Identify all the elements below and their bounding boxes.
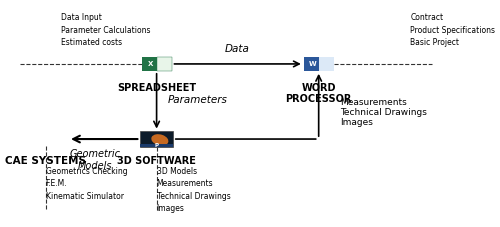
FancyBboxPatch shape (142, 57, 172, 71)
Text: Contract
Product Specifications
Basic Project: Contract Product Specifications Basic Pr… (410, 13, 496, 47)
Text: X: X (148, 61, 154, 67)
FancyBboxPatch shape (304, 57, 334, 71)
Text: Data Input
Parameter Calculations
Estimated costs: Data Input Parameter Calculations Estima… (60, 13, 150, 47)
Text: CAE SYSTEMS: CAE SYSTEMS (5, 156, 86, 166)
FancyBboxPatch shape (318, 57, 334, 71)
Text: P: P (154, 143, 158, 148)
Text: 3D Models
Measurements
Technical Drawings
Images: 3D Models Measurements Technical Drawing… (156, 167, 230, 213)
Text: SPREADSHEET: SPREADSHEET (117, 83, 196, 93)
Text: Data: Data (225, 44, 250, 54)
Text: Measurements
Technical Drawings
Images: Measurements Technical Drawings Images (340, 98, 427, 127)
Text: 3D SOFTWARE: 3D SOFTWARE (117, 156, 196, 166)
Text: Parameters: Parameters (168, 95, 227, 105)
Text: Geometrics Checking
F.E.M.
Kinematic Simulator: Geometrics Checking F.E.M. Kinematic Sim… (46, 167, 128, 201)
FancyBboxPatch shape (156, 57, 172, 71)
FancyBboxPatch shape (140, 131, 173, 147)
Text: Geometric
Models: Geometric Models (70, 149, 120, 170)
Text: WORD
PROCESSOR: WORD PROCESSOR (286, 83, 352, 104)
Ellipse shape (152, 134, 168, 146)
FancyBboxPatch shape (156, 57, 172, 71)
Text: W: W (309, 61, 316, 67)
FancyBboxPatch shape (140, 144, 173, 147)
